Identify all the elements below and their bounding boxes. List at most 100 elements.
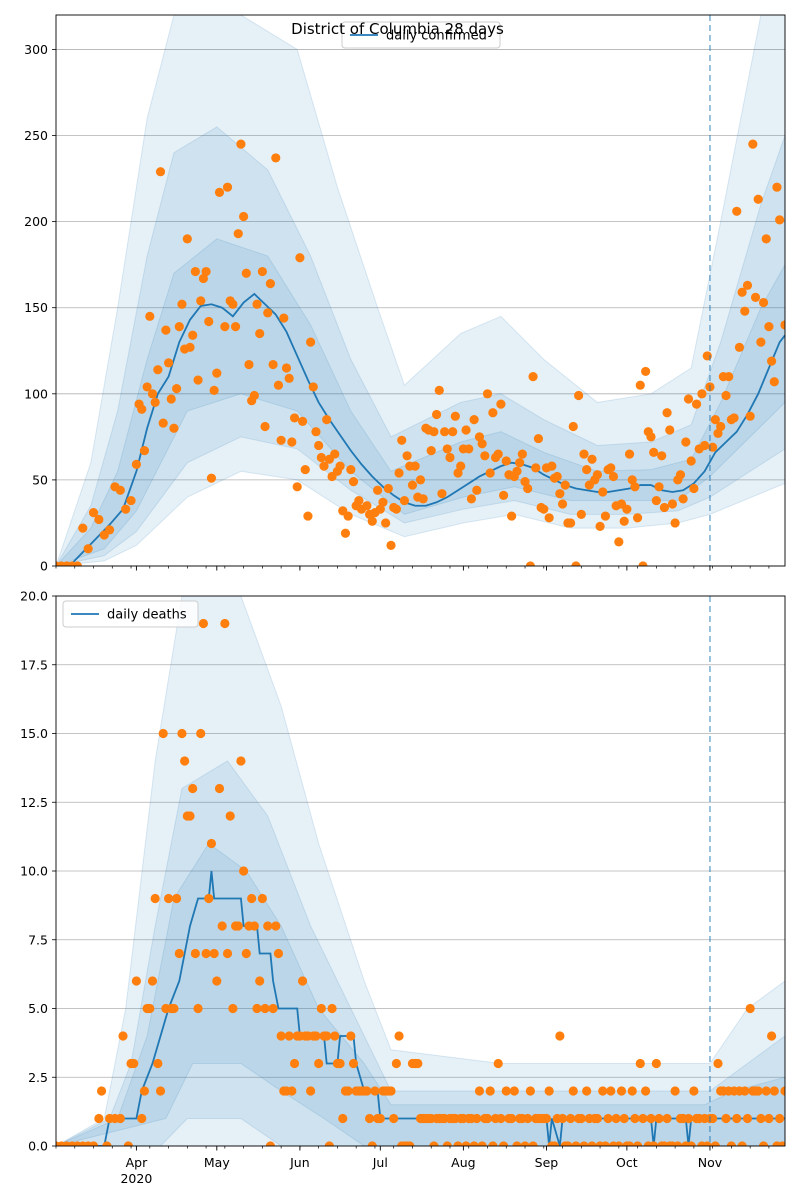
series-line bbox=[56, 870, 785, 1146]
data-point bbox=[217, 921, 227, 931]
data-point bbox=[512, 466, 522, 476]
data-point bbox=[153, 1058, 163, 1069]
data-point bbox=[150, 397, 160, 408]
data-point bbox=[769, 1086, 779, 1096]
data-point bbox=[190, 948, 200, 959]
data-point bbox=[204, 316, 214, 327]
data-point bbox=[630, 482, 640, 492]
data-point bbox=[740, 1086, 750, 1096]
data-point bbox=[303, 511, 313, 521]
data-point bbox=[555, 489, 565, 499]
band-middle bbox=[56, 760, 785, 1146]
data-point bbox=[346, 1031, 356, 1041]
data-point bbox=[649, 1141, 659, 1146]
data-point bbox=[190, 266, 200, 277]
data-point bbox=[710, 1141, 720, 1146]
data-point bbox=[273, 948, 284, 959]
data-point bbox=[472, 1113, 482, 1124]
data-point bbox=[252, 1003, 262, 1014]
data-point bbox=[209, 948, 219, 959]
data-point bbox=[362, 501, 372, 511]
data-point bbox=[410, 461, 420, 471]
y-tick-label: 20.0 bbox=[20, 589, 48, 604]
data-point bbox=[158, 728, 168, 739]
band-outer bbox=[56, 596, 785, 1146]
panel-1: 0 50 100 150 200 250 300 daily confirmed bbox=[24, 14, 786, 574]
data-point bbox=[391, 1058, 401, 1069]
data-point bbox=[185, 811, 195, 821]
data-point bbox=[523, 1113, 533, 1124]
data-point bbox=[512, 1141, 522, 1146]
data-point bbox=[78, 523, 88, 533]
data-point bbox=[413, 1058, 423, 1069]
data-point bbox=[477, 1141, 487, 1146]
data-point bbox=[147, 976, 158, 986]
data-point bbox=[287, 437, 297, 447]
x-tick-label: May bbox=[204, 1155, 230, 1170]
data-point bbox=[745, 411, 755, 421]
data-point bbox=[525, 561, 535, 566]
data-point bbox=[241, 268, 251, 278]
data-point bbox=[635, 380, 645, 390]
data-point bbox=[284, 373, 294, 383]
data-point bbox=[528, 371, 538, 382]
data-point bbox=[571, 1141, 581, 1146]
data-point bbox=[568, 421, 578, 432]
data-point bbox=[193, 1003, 203, 1014]
data-point bbox=[88, 508, 99, 518]
legend-label: daily confirmed bbox=[386, 29, 487, 44]
data-point bbox=[131, 459, 142, 470]
data-point bbox=[560, 480, 570, 490]
data-point bbox=[166, 394, 176, 404]
data-point bbox=[375, 1113, 385, 1124]
data-point bbox=[139, 1086, 150, 1096]
data-point bbox=[364, 1113, 375, 1124]
data-point bbox=[501, 1086, 511, 1096]
data-point bbox=[429, 427, 439, 437]
data-point bbox=[442, 444, 452, 454]
data-point bbox=[780, 1086, 785, 1096]
data-point bbox=[742, 280, 753, 290]
data-point bbox=[464, 444, 474, 454]
axes-frame bbox=[55, 595, 786, 1147]
data-point bbox=[147, 389, 158, 399]
data-point bbox=[461, 1141, 471, 1146]
y-tick-label: 2.5 bbox=[28, 1070, 48, 1085]
data-point bbox=[306, 337, 316, 347]
data-point bbox=[724, 371, 734, 382]
data-point bbox=[265, 279, 276, 289]
data-point bbox=[627, 1086, 637, 1096]
data-point bbox=[469, 415, 479, 425]
data-point bbox=[324, 1141, 334, 1146]
data-point bbox=[598, 1086, 608, 1096]
data-point bbox=[268, 1003, 278, 1014]
data-point bbox=[94, 1113, 104, 1124]
data-point bbox=[206, 838, 217, 849]
data-point bbox=[766, 1031, 777, 1041]
data-point bbox=[161, 325, 171, 335]
data-point bbox=[683, 1113, 694, 1124]
data-point bbox=[557, 1113, 568, 1124]
data-point bbox=[533, 433, 544, 444]
data-point bbox=[681, 437, 691, 447]
data-point bbox=[249, 390, 259, 401]
data-point bbox=[230, 322, 241, 332]
data-point bbox=[228, 299, 238, 309]
data-point bbox=[115, 485, 125, 495]
data-point bbox=[689, 483, 699, 494]
x-tick-label: Apr bbox=[126, 1155, 148, 1170]
data-point bbox=[732, 206, 742, 216]
data-point bbox=[619, 1113, 629, 1124]
data-point bbox=[335, 1058, 345, 1069]
data-point bbox=[287, 1086, 297, 1096]
data-point bbox=[158, 418, 168, 428]
data-point bbox=[407, 480, 418, 490]
data-point bbox=[448, 427, 458, 437]
data-point bbox=[756, 337, 766, 347]
x-tick-label: Jul bbox=[372, 1155, 388, 1170]
data-point bbox=[686, 456, 696, 466]
data-point bbox=[713, 428, 723, 439]
data-point bbox=[276, 435, 286, 445]
data-point bbox=[753, 194, 763, 204]
data-point bbox=[574, 390, 584, 401]
